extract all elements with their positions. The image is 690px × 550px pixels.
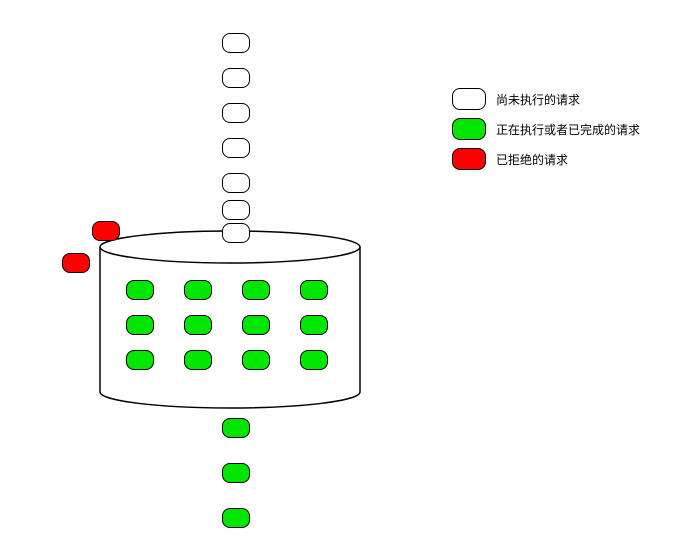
incoming-request-pill (222, 173, 250, 193)
legend-item: 已拒绝的请求 (452, 148, 568, 170)
incoming-request-pill (222, 103, 250, 123)
legend-label: 尚未执行的请求 (496, 91, 580, 108)
bucket-request-pill (242, 350, 270, 370)
legend-item: 正在执行或者已完成的请求 (452, 118, 640, 140)
bucket-request-pill (126, 315, 154, 335)
outgoing-request-pill (222, 508, 250, 528)
incoming-request-pill (222, 200, 250, 220)
bucket-request-pill (242, 315, 270, 335)
rejected-request-pill (62, 253, 90, 273)
legend-swatch-pending (452, 88, 486, 110)
bucket-request-pill (184, 315, 212, 335)
legend-swatch-active (452, 118, 486, 140)
incoming-request-pill (222, 33, 250, 53)
legend-item: 尚未执行的请求 (452, 88, 580, 110)
bucket-request-pill (300, 280, 328, 300)
bucket-request-pill (184, 350, 212, 370)
outgoing-request-pill (222, 418, 250, 438)
incoming-request-pill (222, 138, 250, 158)
rejected-request-pill (92, 221, 120, 241)
bucket-request-pill (126, 280, 154, 300)
bucket-request-pill (126, 350, 154, 370)
legend-label: 正在执行或者已完成的请求 (496, 121, 640, 138)
incoming-request-pill (222, 68, 250, 88)
bucket-request-pill (300, 315, 328, 335)
outgoing-request-pill (222, 463, 250, 483)
incoming-request-pill (222, 223, 250, 243)
bucket-request-pill (242, 280, 270, 300)
bucket-request-pill (184, 280, 212, 300)
diagram-stage: 尚未执行的请求正在执行或者已完成的请求已拒绝的请求 (0, 0, 690, 550)
legend-label: 已拒绝的请求 (496, 151, 568, 168)
bucket-request-pill (300, 350, 328, 370)
legend-swatch-rejected (452, 148, 486, 170)
